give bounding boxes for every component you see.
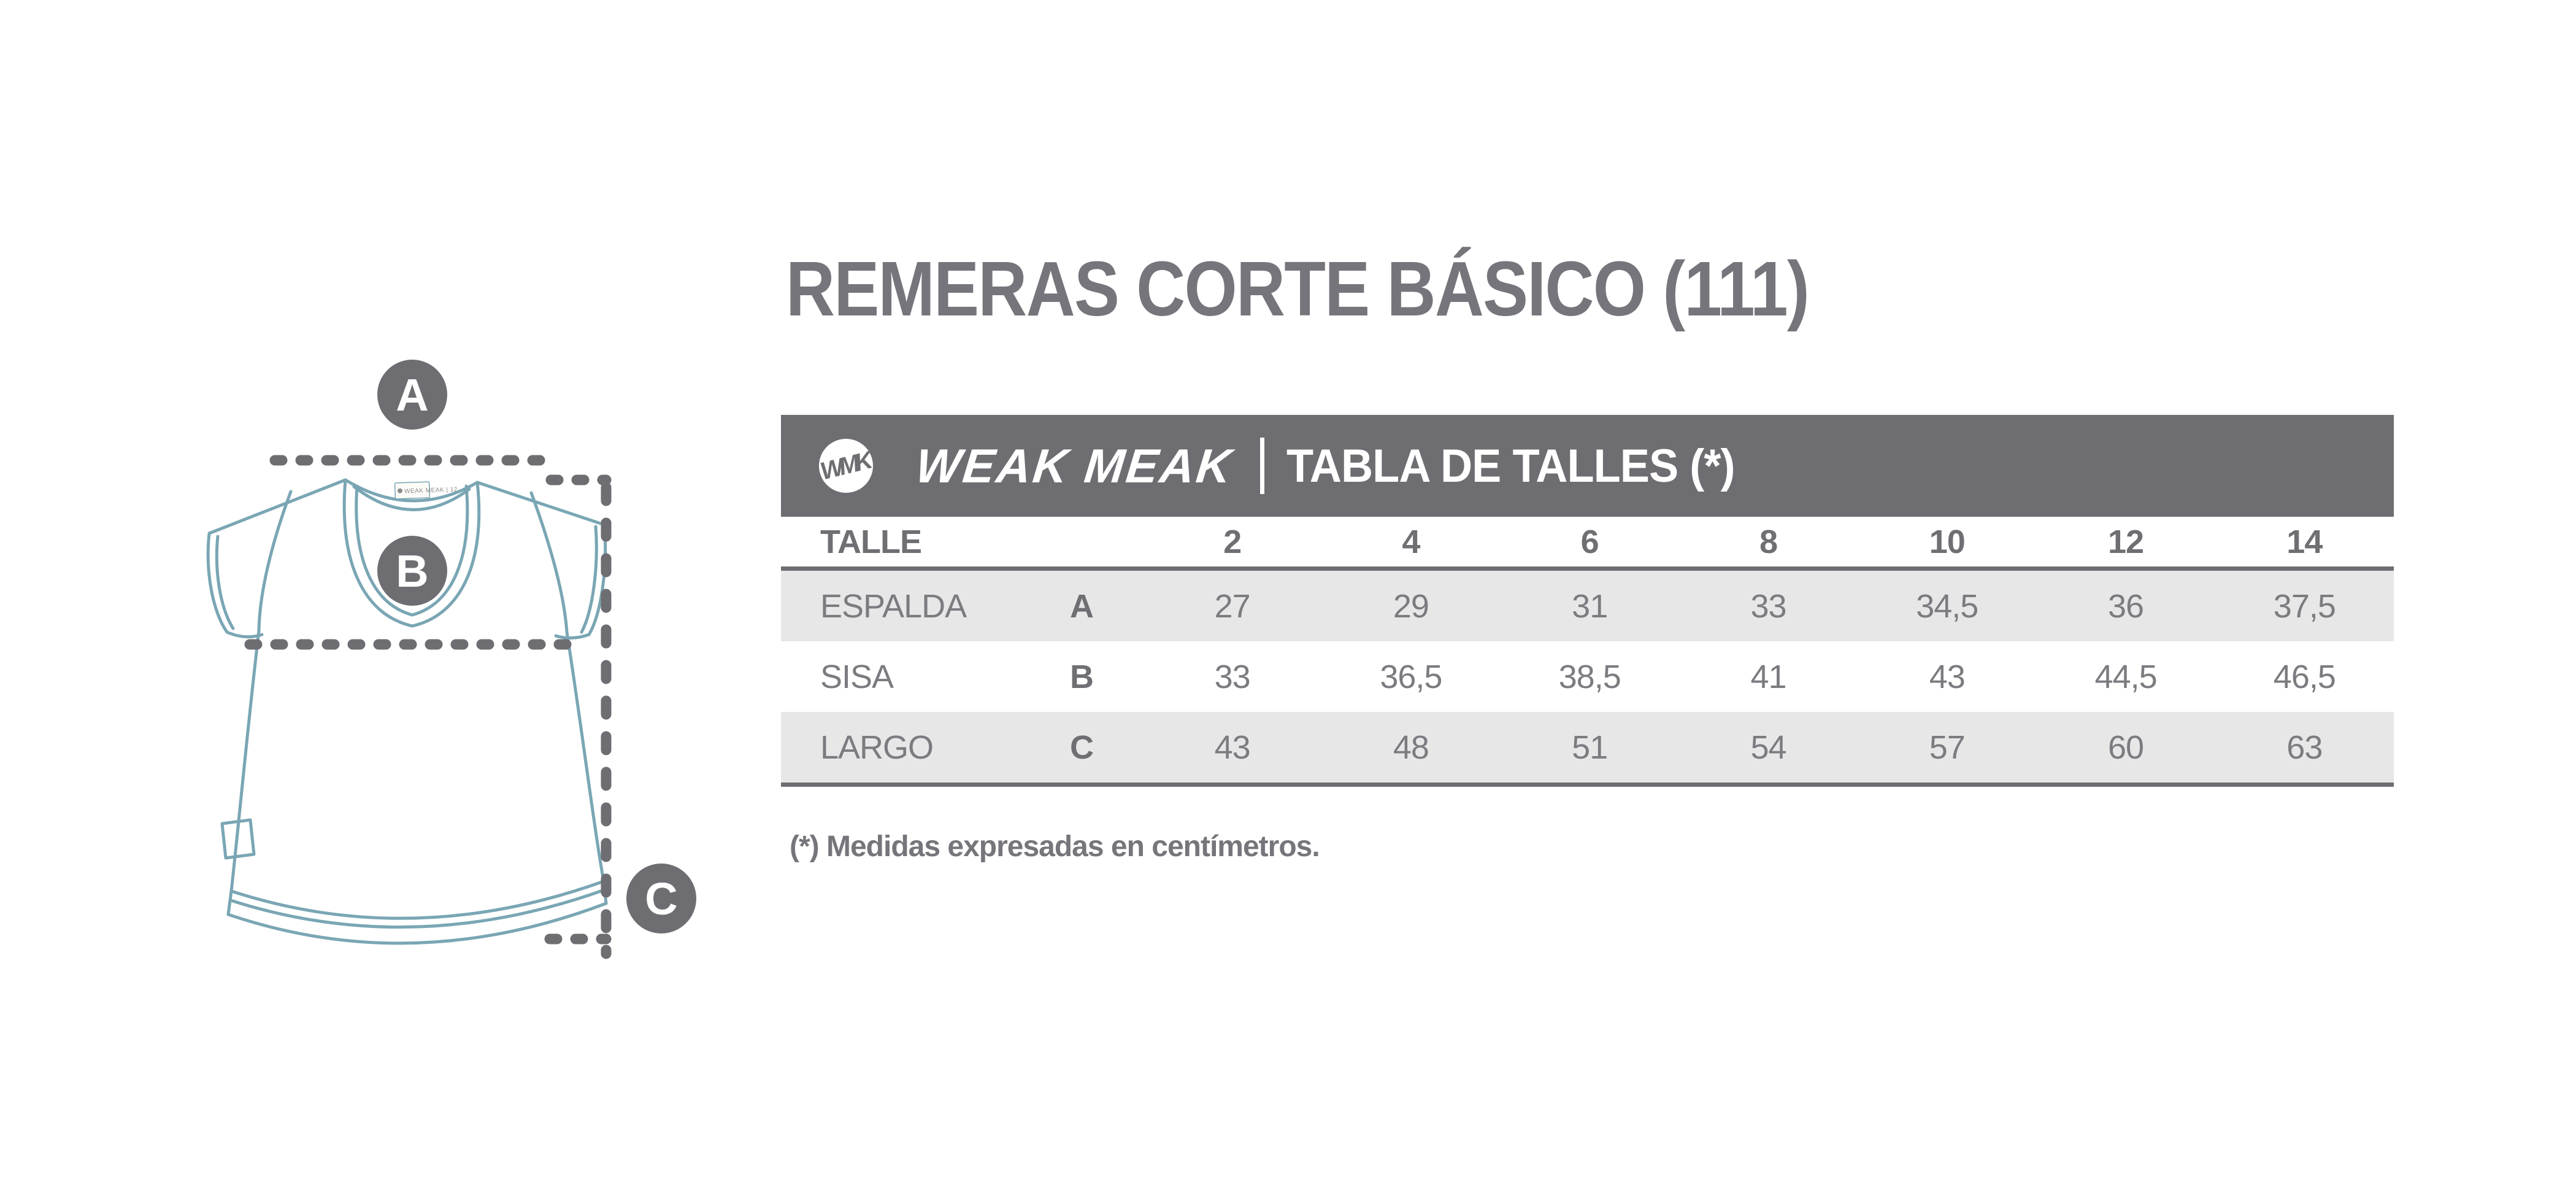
row-letter: B bbox=[1070, 658, 1094, 695]
marker-c-letter: C bbox=[645, 873, 677, 924]
table-cell: 27 bbox=[1214, 587, 1251, 625]
brand-monogram: WMK bbox=[817, 447, 871, 485]
row-label: LARGO bbox=[820, 728, 934, 766]
table-row-sisa: SISA B 33 36,5 38,5 41 43 44,5 46,5 bbox=[781, 641, 2394, 712]
neck-label-text: WEAK MEAK | 12 bbox=[404, 486, 458, 495]
separator-bar bbox=[1259, 438, 1264, 494]
tshirt-diagram: WEAK MEAK | 12 A B C bbox=[206, 360, 696, 959]
neck-label-tag bbox=[394, 481, 431, 500]
table-cell: 41 bbox=[1750, 658, 1786, 695]
table-row-largo: LARGO C 43 48 51 54 57 60 63 bbox=[781, 712, 2394, 782]
marker-b-letter: B bbox=[396, 546, 428, 597]
measurement-lines bbox=[244, 455, 612, 959]
column-header-size-2: 2 bbox=[1223, 523, 1242, 560]
column-header-size-10: 10 bbox=[1929, 523, 1966, 560]
table-cell: 51 bbox=[1572, 728, 1608, 766]
column-header-talle: TALLE bbox=[820, 523, 922, 560]
marker-b: B bbox=[377, 536, 447, 606]
table-cell: 44,5 bbox=[2094, 658, 2158, 695]
table-header-row: TALLE 2 4 6 8 10 12 14 bbox=[781, 517, 2394, 571]
column-header-size-4: 4 bbox=[1402, 523, 1420, 560]
table-cell: 33 bbox=[1214, 658, 1251, 695]
table-cell: 43 bbox=[1929, 658, 1966, 695]
table-cell: 48 bbox=[1393, 728, 1429, 766]
table-cell: 29 bbox=[1393, 587, 1429, 625]
marker-a-circle bbox=[377, 360, 447, 430]
marker-c-circle bbox=[626, 864, 696, 933]
table-cell: 46,5 bbox=[2273, 658, 2336, 695]
marker-b-circle bbox=[377, 536, 447, 606]
row-letter: C bbox=[1070, 728, 1094, 766]
page-title: REMERAS CORTE BÁSICO (111) bbox=[786, 250, 1948, 328]
row-label: ESPALDA bbox=[820, 587, 967, 625]
brand-name: WEAK MEAK bbox=[913, 438, 1236, 493]
marker-c: C bbox=[626, 864, 696, 933]
marker-a-letter: A bbox=[396, 369, 428, 420]
column-header-size-14: 14 bbox=[2286, 523, 2323, 560]
column-header-size-8: 8 bbox=[1759, 523, 1778, 560]
table-cell: 36,5 bbox=[1380, 658, 1442, 695]
neck-label: WEAK MEAK | 12 bbox=[394, 481, 458, 500]
table-cell: 63 bbox=[2286, 728, 2323, 766]
marker-a: A bbox=[377, 360, 447, 430]
table-cell: 54 bbox=[1750, 728, 1786, 766]
table-cell: 60 bbox=[2108, 728, 2144, 766]
column-header-size-12: 12 bbox=[2108, 523, 2144, 560]
column-header-size-6: 6 bbox=[1580, 523, 1599, 560]
table-title: TABLA DE TALLES (*) bbox=[1286, 439, 1736, 492]
table-cell: 33 bbox=[1750, 587, 1786, 625]
table-cell: 37,5 bbox=[2273, 587, 2336, 625]
table-cell: 38,5 bbox=[1558, 658, 1621, 695]
table-cell: 34,5 bbox=[1916, 587, 1978, 625]
size-table: TALLE 2 4 6 8 10 12 14 ESPALDA A 27 29 3… bbox=[781, 517, 2394, 787]
table-cell: 57 bbox=[1929, 728, 1966, 766]
neck-label-logo-icon bbox=[398, 488, 403, 493]
table-cell: 31 bbox=[1572, 587, 1608, 625]
table-row-espalda: ESPALDA A 27 29 31 33 34,5 36 37,5 bbox=[781, 571, 2394, 641]
row-letter: A bbox=[1070, 587, 1094, 625]
table-cell: 36 bbox=[2108, 587, 2144, 625]
table-header-band: WMK WEAK MEAK TABLA DE TALLES (*) bbox=[781, 415, 2394, 517]
footnote: (*) Medidas expresadas en centímetros. bbox=[790, 830, 1320, 863]
brand-logo-icon: WMK bbox=[817, 439, 873, 493]
page-title-text: REMERAS CORTE BÁSICO (111) bbox=[786, 245, 1810, 332]
row-label: SISA bbox=[820, 658, 894, 695]
table-cell: 43 bbox=[1214, 728, 1251, 766]
